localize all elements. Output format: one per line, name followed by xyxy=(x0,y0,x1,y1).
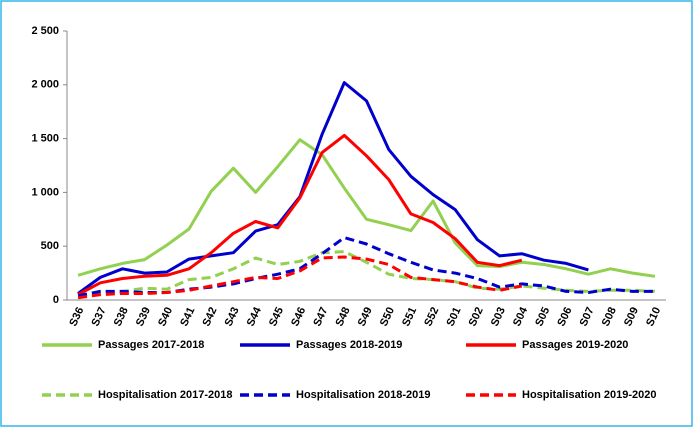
legend-label: Passages 2017-2018 xyxy=(98,339,204,351)
y-tick-label: 1 000 xyxy=(31,186,59,198)
legend-label: Passages 2018-2019 xyxy=(296,339,402,351)
y-tick-label: 500 xyxy=(41,240,59,252)
y-tick-label: 2 500 xyxy=(31,25,59,37)
legend-label: Hospitalisation 2017-2018 xyxy=(98,389,233,401)
legend-label: Hospitalisation 2018-2019 xyxy=(296,389,431,401)
series-line xyxy=(77,133,523,296)
legend-label: Hospitalisation 2019-2020 xyxy=(522,389,657,401)
series-line xyxy=(77,138,656,278)
y-tick-label: 2 000 xyxy=(31,79,59,91)
series-line xyxy=(77,81,589,295)
y-tick-label: 0 xyxy=(53,294,59,306)
series-line xyxy=(77,250,655,298)
series-line xyxy=(77,236,655,298)
y-tick-label: 1 500 xyxy=(31,133,59,145)
series-line xyxy=(77,255,523,300)
legend-label: Passages 2019-2020 xyxy=(522,339,628,351)
